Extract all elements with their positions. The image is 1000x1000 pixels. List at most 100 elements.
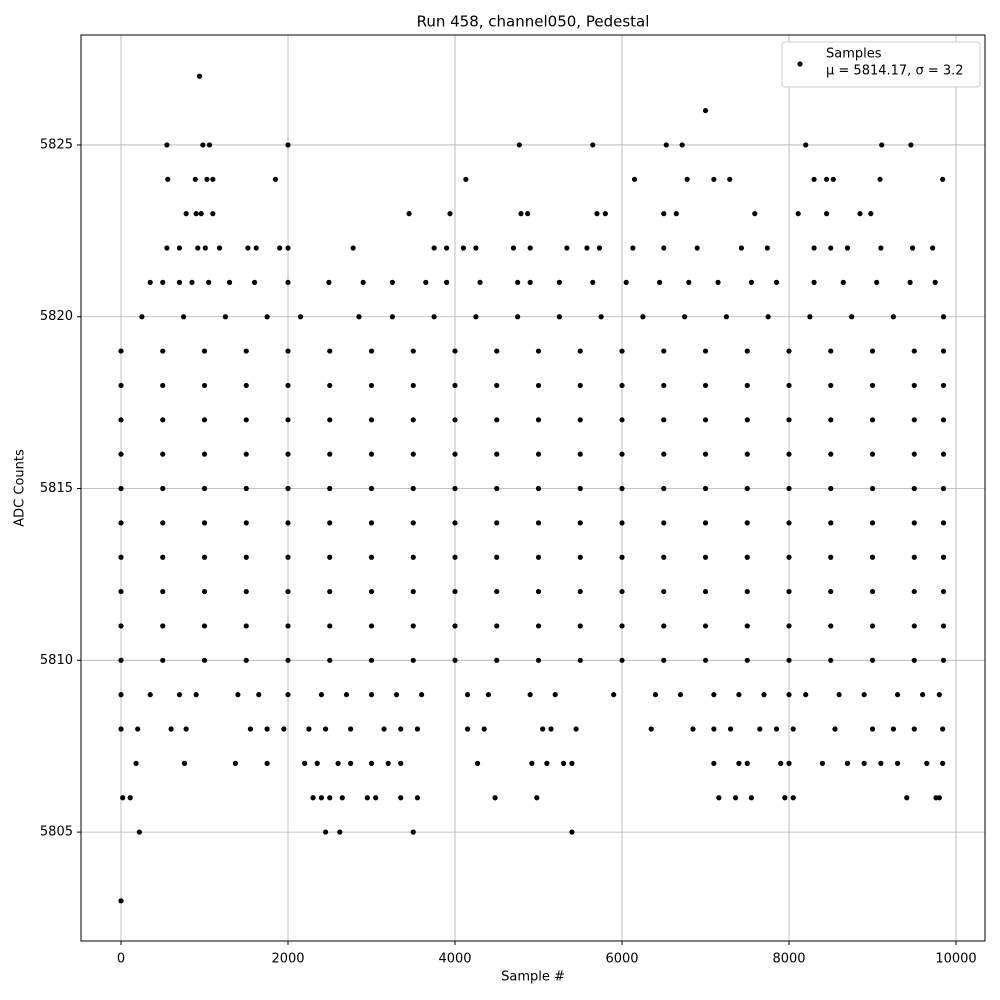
point — [577, 451, 583, 457]
point — [930, 245, 936, 251]
point — [494, 520, 500, 526]
point — [410, 451, 416, 457]
point — [828, 417, 834, 423]
point — [577, 554, 583, 560]
point — [118, 623, 124, 629]
point — [452, 348, 458, 354]
x-tick-label: 8000 — [772, 952, 805, 967]
point — [350, 245, 356, 251]
point — [368, 657, 375, 663]
point — [940, 554, 947, 560]
point — [640, 314, 646, 320]
point — [285, 623, 291, 629]
point — [168, 726, 174, 732]
point — [573, 726, 579, 732]
point — [193, 692, 199, 698]
point — [656, 279, 663, 285]
point — [677, 692, 684, 698]
point — [694, 245, 700, 251]
point — [702, 485, 709, 492]
point — [795, 211, 801, 217]
point — [452, 485, 458, 492]
point — [118, 382, 124, 389]
point — [189, 279, 195, 285]
point — [623, 279, 629, 285]
point — [527, 245, 533, 251]
point — [452, 520, 458, 526]
point — [222, 314, 228, 320]
point — [661, 623, 667, 629]
point — [368, 348, 375, 354]
point — [160, 451, 166, 457]
point — [494, 657, 500, 663]
point — [410, 382, 416, 389]
point — [285, 485, 291, 492]
point — [702, 382, 709, 389]
point — [811, 176, 817, 182]
point — [243, 417, 249, 423]
point — [940, 623, 947, 629]
point — [494, 417, 500, 423]
point — [727, 726, 734, 732]
point — [596, 245, 603, 251]
point — [444, 245, 450, 251]
point — [584, 245, 590, 251]
point — [201, 485, 208, 492]
point — [869, 417, 876, 423]
point — [176, 279, 183, 285]
point — [160, 520, 166, 526]
point — [327, 485, 333, 492]
point — [716, 795, 722, 801]
point — [339, 795, 345, 801]
point — [828, 554, 834, 560]
point — [535, 348, 542, 354]
point — [702, 417, 709, 423]
point — [368, 520, 375, 526]
point — [744, 623, 750, 629]
point — [326, 279, 332, 285]
point — [577, 382, 583, 389]
point — [516, 142, 522, 148]
point — [761, 692, 767, 698]
point — [702, 107, 709, 114]
point — [652, 692, 659, 698]
point — [702, 554, 709, 560]
point — [201, 520, 208, 526]
point — [619, 485, 625, 492]
point — [911, 623, 917, 629]
point — [160, 657, 166, 663]
point — [318, 692, 325, 698]
point — [727, 176, 733, 182]
point — [243, 382, 249, 389]
x-axis-label: Sample # — [501, 970, 565, 985]
point — [556, 314, 562, 320]
point — [910, 245, 916, 251]
point — [748, 279, 755, 285]
point — [314, 760, 320, 766]
point — [322, 829, 329, 835]
point — [368, 623, 375, 629]
point — [494, 348, 500, 354]
point — [773, 726, 780, 732]
point — [285, 520, 291, 526]
point — [778, 760, 784, 766]
x-tick-label: 4000 — [438, 952, 471, 967]
y-tick-label: 5825 — [40, 137, 73, 152]
point — [120, 795, 126, 801]
point — [243, 451, 249, 457]
point — [216, 245, 223, 251]
point — [201, 588, 208, 595]
point — [285, 588, 291, 595]
point — [235, 692, 241, 698]
point — [485, 692, 492, 698]
point — [201, 382, 208, 389]
y-axis-label: ADC Counts — [13, 449, 28, 527]
point — [204, 176, 210, 182]
point — [463, 176, 469, 182]
point — [648, 726, 654, 732]
point — [423, 279, 429, 285]
point — [245, 245, 251, 251]
point — [181, 314, 187, 320]
point — [327, 451, 333, 457]
point — [118, 726, 124, 732]
